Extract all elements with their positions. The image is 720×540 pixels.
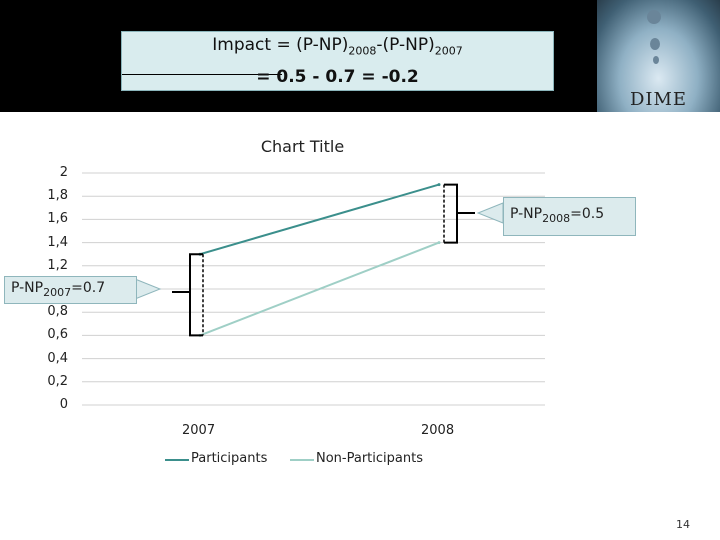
impact-formula-box: Impact = (P-NP)2008-(P-NP)2007 = 0.5 - 0…: [121, 31, 554, 91]
formula-line-1: Impact = (P-NP)2008-(P-NP)2007: [212, 35, 463, 58]
x-tick-label: 2008: [421, 423, 455, 438]
chart-title: Chart Title: [260, 137, 345, 156]
legend-swatch-non-participants: [290, 459, 314, 461]
series-line-non-participants: [199, 241, 440, 337]
water-drop-icon: [647, 10, 661, 24]
water-drop-icon: [653, 56, 659, 64]
callout-np-2007: P-NP2007=0.7: [4, 276, 137, 304]
callout-np-2008: P-NP2008=0.5: [503, 197, 636, 236]
y-tick-label: 0,2: [47, 373, 68, 389]
y-tick-label: 1,6: [47, 211, 68, 227]
y-tick-label: 0: [59, 397, 68, 412]
data-point: [437, 183, 441, 187]
underline: [122, 74, 282, 75]
y-tick-label: 0,6: [47, 327, 68, 343]
y-tick-label: 2: [59, 165, 68, 180]
legend-non-participants: Non-Participants: [290, 451, 423, 466]
data-point: [437, 241, 441, 245]
legend-participants: Participants: [165, 451, 267, 466]
water-drop-icon: [650, 38, 660, 50]
series-line-participants: [199, 183, 440, 256]
dime-logo: DIME: [597, 0, 720, 112]
page-number: 14: [676, 518, 690, 531]
legend-swatch-participants: [165, 459, 189, 461]
bracket-2007: [189, 253, 203, 337]
formula-line-2: = 0.5 - 0.7 = -0.2: [256, 67, 419, 87]
y-tick-label: 0,8: [47, 304, 68, 320]
y-tick-label: 1,4: [47, 234, 68, 250]
y-tick-label: 0,4: [47, 350, 68, 366]
bracket-2008: [444, 183, 458, 244]
y-tick-label: 1,8: [47, 188, 68, 204]
y-tick-label: 1,2: [47, 257, 68, 273]
logo-text: DIME: [629, 89, 688, 110]
callout-2007-pointer: [134, 278, 162, 300]
callout-2008-pointer: [476, 202, 504, 224]
x-tick-label: 2007: [182, 423, 216, 438]
